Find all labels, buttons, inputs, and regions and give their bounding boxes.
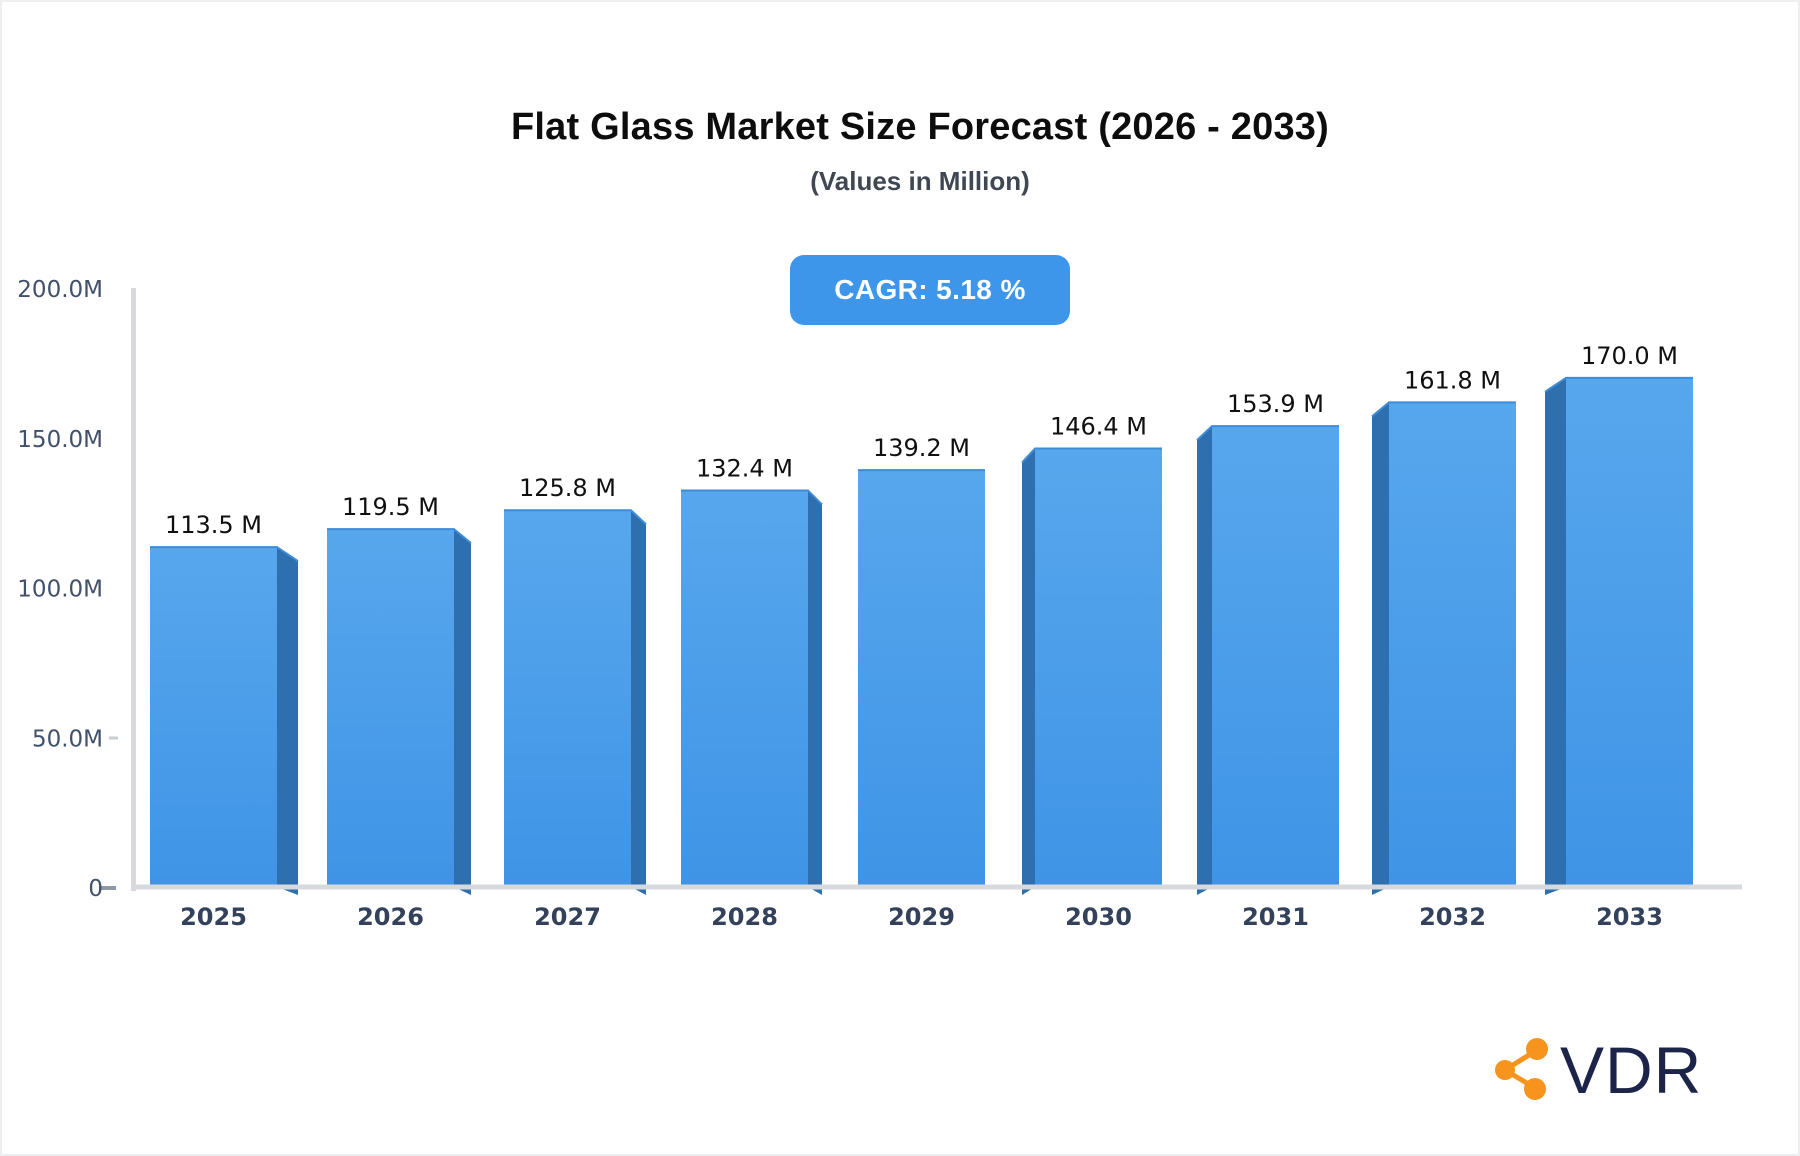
bar-value-label: 153.9 M <box>1227 390 1324 418</box>
share-network-icon <box>1495 1038 1548 1100</box>
cagr-badge-label: CAGR: 5.18 % <box>834 274 1026 305</box>
x-tick-label: 2028 <box>711 903 778 931</box>
x-tick-label: 2027 <box>534 903 601 931</box>
bar <box>1035 448 1162 887</box>
bar <box>681 490 808 887</box>
bar-top-edge <box>1021 447 1162 464</box>
x-tick-label: 2032 <box>1419 903 1486 931</box>
bar-side-face <box>277 547 298 895</box>
bar-value-label: 125.8 M <box>519 474 616 502</box>
bar <box>858 470 985 887</box>
bar-value-label: 113.5 M <box>165 511 262 539</box>
y-tick-label: 50.0M <box>32 726 103 752</box>
x-tick-label: 2025 <box>180 903 247 931</box>
y-axis-line <box>131 288 136 891</box>
bar-chart: 113.5 M 2025 119.5 M 2026 125.8 M 2027 132.4 M… <box>17 277 1742 931</box>
bar <box>1566 377 1693 887</box>
y-tick-label: 200.0M <box>17 277 103 303</box>
x-axis-line <box>131 884 1742 890</box>
bar-top-edge <box>150 546 299 562</box>
y-tick-label: 0 <box>88 876 103 902</box>
chart-subtitle: (Values in Million) <box>810 166 1030 196</box>
bar-top-edge <box>1371 401 1516 418</box>
bar <box>1212 426 1339 887</box>
bar-side-face <box>1022 448 1035 895</box>
bar-side-face <box>808 490 822 895</box>
y-tick-label: 100.0M <box>17 577 103 603</box>
bar-value-label: 132.4 M <box>696 454 793 482</box>
x-tick-label: 2029 <box>888 903 955 931</box>
bar-side-face <box>1197 426 1212 895</box>
bar-value-label: 170.0 M <box>1581 342 1678 370</box>
bar <box>327 529 454 887</box>
x-tick-label: 2033 <box>1596 903 1663 931</box>
bar-value-label: 139.2 M <box>873 434 970 462</box>
bar-value-label: 119.5 M <box>342 493 439 521</box>
bar-top-edge <box>1196 425 1339 441</box>
cagr-badge: CAGR: 5.18 % <box>790 255 1070 325</box>
bar-side-face <box>454 529 471 895</box>
bar-top-edge <box>327 528 472 544</box>
y-axis-tick-zero <box>99 886 116 890</box>
bar <box>504 510 631 887</box>
y-axis-tick-50m <box>109 736 118 740</box>
y-tick-label: 150.0M <box>17 427 103 453</box>
x-tick-label: 2030 <box>1065 903 1132 931</box>
bar-value-label: 161.8 M <box>1404 366 1501 394</box>
bar-top-edge <box>504 509 647 525</box>
bar-top-edge <box>1544 376 1693 393</box>
bar-side-face <box>1545 377 1566 896</box>
bar-top-edge <box>681 489 823 506</box>
x-tick-label: 2031 <box>1242 903 1309 931</box>
x-tick-label: 2026 <box>357 903 424 931</box>
bar-side-face <box>1372 402 1389 895</box>
bar <box>1389 402 1516 887</box>
bar-side-face <box>631 510 646 895</box>
bar <box>150 547 277 887</box>
chart-title: Flat Glass Market Size Forecast (2026 - … <box>511 106 1329 148</box>
brand-logo-text: VDR <box>1560 1033 1703 1107</box>
bar-value-label: 146.4 M <box>1050 413 1147 441</box>
brand-logo: VDR <box>1492 1032 1702 1108</box>
